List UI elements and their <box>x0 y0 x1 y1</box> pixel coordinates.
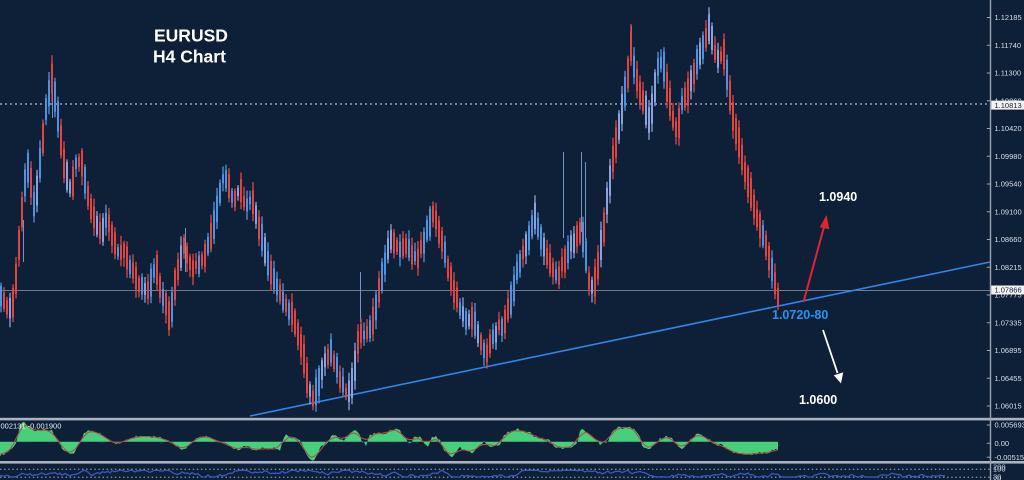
svg-text:1.0600: 1.0600 <box>799 393 837 407</box>
svg-text:1.10420: 1.10420 <box>995 124 1022 133</box>
svg-text:1.06455: 1.06455 <box>995 374 1022 383</box>
svg-text:1.11300: 1.11300 <box>995 69 1022 78</box>
svg-text:1.08215: 1.08215 <box>995 263 1022 272</box>
svg-text:-0.005156: -0.005156 <box>995 453 1024 462</box>
svg-text:1.0720-80: 1.0720-80 <box>772 308 828 322</box>
svg-text:200: 200 <box>993 462 1006 471</box>
svg-text:1.06015: 1.06015 <box>995 402 1022 411</box>
svg-text:1.0940: 1.0940 <box>819 190 857 204</box>
svg-text:H4 Chart: H4 Chart <box>153 47 226 67</box>
svg-text:1.06895: 1.06895 <box>995 346 1022 355</box>
svg-text:1.09980: 1.09980 <box>995 152 1022 161</box>
svg-text:0.00: 0.00 <box>995 439 1010 448</box>
svg-text:1.11740: 1.11740 <box>995 41 1022 50</box>
svg-text:1.07866: 1.07866 <box>995 286 1022 295</box>
svg-text:100: 100 <box>993 465 1006 474</box>
svg-text:1.09100: 1.09100 <box>995 207 1022 216</box>
svg-text:1.07775: 1.07775 <box>995 291 1022 300</box>
svg-text:1.09540: 1.09540 <box>995 180 1022 189</box>
svg-text:0.005693: 0.005693 <box>995 421 1024 430</box>
svg-text:002131 -0.001900: 002131 -0.001900 <box>1 422 62 431</box>
svg-text:EURUSD: EURUSD <box>154 26 228 46</box>
svg-text:20: 20 <box>993 474 1001 480</box>
svg-text:1.08660: 1.08660 <box>995 235 1022 244</box>
svg-text:30: 30 <box>993 472 1001 480</box>
svg-text:1.07335: 1.07335 <box>995 318 1022 327</box>
svg-text:1.12185: 1.12185 <box>995 13 1022 22</box>
svg-text:1.10813: 1.10813 <box>995 101 1022 110</box>
